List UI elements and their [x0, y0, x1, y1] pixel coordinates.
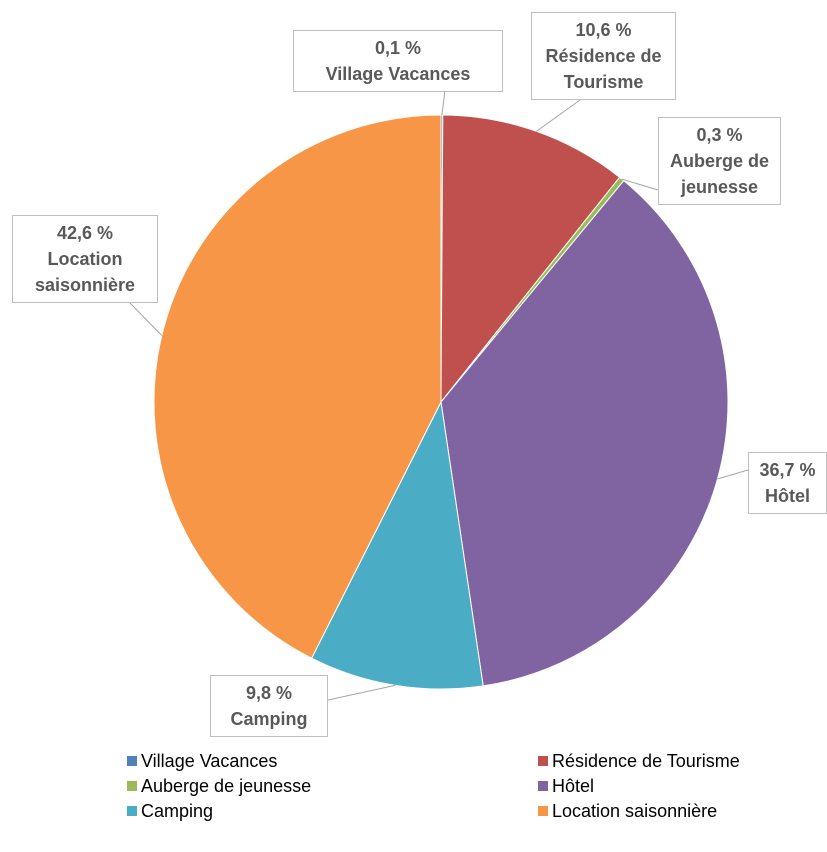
- data-label-name: Location saisonnière: [34, 249, 136, 295]
- legend-label: Camping: [141, 801, 214, 821]
- leader-line: [717, 469, 749, 480]
- pie-slice: [310, 400, 484, 690]
- legend-item: Résidence de Tourisme: [538, 750, 740, 772]
- legend-swatch: [127, 781, 137, 791]
- data-label-value: 10,6 %: [575, 20, 632, 40]
- leader-line: [129, 302, 163, 336]
- legend-swatch: [538, 781, 548, 791]
- legend-item: Hôtel: [538, 775, 594, 797]
- pie-slice: [440, 114, 621, 404]
- legend-item: Location saisonnière: [538, 800, 717, 822]
- data-label: 0,3 % Auberge de jeunesse: [658, 117, 781, 205]
- pie-slice: [153, 114, 442, 659]
- data-label-name: Auberge de jeunesse: [669, 151, 770, 197]
- data-label-value: 9,8 %: [245, 683, 293, 703]
- data-label-value: 42,6 %: [56, 223, 114, 243]
- legend-label: Hôtel: [552, 776, 595, 796]
- data-label: 9,8 % Camping: [210, 675, 328, 737]
- data-label-value: 0,1 %: [374, 38, 422, 58]
- data-label-value: 0,3 %: [696, 125, 743, 145]
- data-label: 42,6 % Location saisonnière: [12, 215, 158, 303]
- data-label-name: Camping: [230, 709, 308, 729]
- data-label: 10,6 % Résidence de Tourisme: [531, 12, 676, 100]
- data-label-name: Village Vacances: [325, 64, 471, 84]
- legend-item: Auberge de jeunesse: [127, 775, 311, 797]
- legend-swatch: [538, 806, 548, 816]
- data-label-value: 36,7 %: [759, 460, 816, 480]
- data-label: 0,1 % Village Vacances: [293, 30, 503, 92]
- pie-slice: [440, 180, 729, 687]
- legend-label: Village Vacances: [141, 751, 278, 771]
- legend-item: Camping: [127, 800, 213, 822]
- legend-swatch: [538, 756, 548, 766]
- legend-swatch: [127, 806, 137, 816]
- leader-line: [536, 99, 581, 132]
- leader-line: [441, 89, 446, 116]
- data-label: 36,7 % Hôtel: [748, 452, 827, 514]
- data-label-name: Hôtel: [765, 486, 810, 506]
- legend-swatch: [127, 756, 137, 766]
- legend-item: Village Vacances: [127, 750, 277, 772]
- legend-label: Résidence de Tourisme: [552, 751, 740, 771]
- data-label-name: Résidence de Tourisme: [545, 46, 662, 92]
- leader-line: [327, 684, 396, 701]
- legend-label: Location saisonnière: [552, 801, 718, 821]
- legend-label: Auberge de jeunesse: [141, 776, 312, 796]
- leader-line: [621, 178, 659, 191]
